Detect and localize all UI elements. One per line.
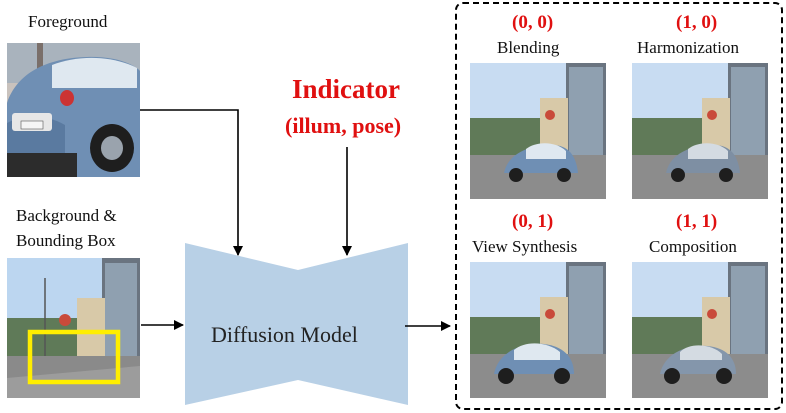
output-image-view-synthesis (470, 262, 606, 398)
outputs-panel (455, 2, 783, 410)
output-code-blending: (0, 0) (512, 12, 554, 33)
indicator-subtitle: (illum, pose) (285, 113, 402, 138)
foreground-image (7, 43, 140, 177)
background-label-line1: Background & (16, 206, 117, 225)
output-task-view-synthesis: View Synthesis (472, 237, 578, 256)
output-image-composition (632, 262, 768, 398)
indicator-title: Indicator (292, 74, 400, 104)
background-label-line2: Bounding Box (16, 231, 116, 250)
output-task-composition: Composition (649, 237, 737, 256)
foreground-label: Foreground (28, 12, 108, 31)
output-image-harmonization (632, 63, 768, 199)
output-code-harmonization: (1, 0) (676, 12, 718, 33)
background-image (7, 258, 140, 398)
diffusion-model-shape (185, 243, 408, 405)
output-code-view-synthesis: (0, 1) (512, 211, 554, 232)
output-code-composition: (1, 1) (676, 211, 718, 232)
foreground-arrow (140, 109, 243, 256)
output-task-blending: Blending (497, 38, 560, 57)
diffusion-model-label: Diffusion Model (211, 322, 358, 347)
output-image-blending (470, 63, 606, 199)
output-task-harmonization: Harmonization (637, 38, 739, 57)
